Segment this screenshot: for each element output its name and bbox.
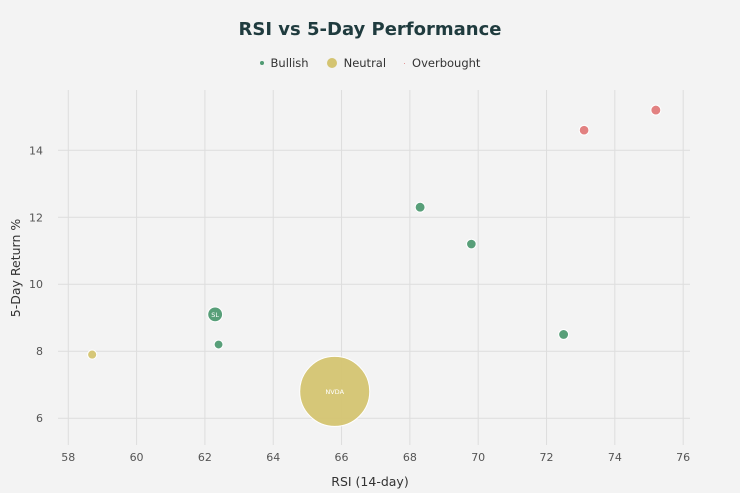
y-tick-label: 14 [29,144,43,157]
x-tick-label: 64 [266,451,280,464]
data-point-bullish[interactable] [466,238,477,250]
legend-swatch-bullish [259,61,264,65]
y-tick-label: 12 [29,211,43,224]
x-tick-label: 66 [335,451,349,464]
x-tick-label: 76 [676,451,690,464]
y-axis-label: 5-Day Return % [8,219,23,318]
legend-item-neutral[interactable]: Neutral [326,56,387,70]
legend: Bullish Neutral Overbought [0,56,740,70]
chart-title: RSI vs 5-Day Performance [238,19,502,40]
legend-item-overbought[interactable]: Overbought [404,56,480,70]
y-tick-label: 10 [29,278,43,291]
y-tick-label: 8 [36,345,43,358]
legend-label-bullish: Bullish [270,56,309,70]
data-point-bullish[interactable] [558,329,570,340]
x-tick-label: 58 [61,451,75,464]
grid [58,90,690,445]
x-tick-label: 72 [540,451,554,464]
x-tick-label: 70 [471,451,485,464]
x-axis-label: RSI (14-day) [331,474,408,489]
data-point-overbought[interactable] [578,124,590,136]
legend-swatch-neutral [326,58,337,68]
x-tick-label: 68 [403,451,417,464]
data-points: SL NVDA [87,104,662,427]
data-point-neutral[interactable] [87,349,98,360]
legend-item-bullish[interactable]: Bullish [259,56,309,70]
data-point-bullish[interactable] [414,201,426,213]
data-point-neutral[interactable] [299,355,371,427]
data-point-bullish[interactable] [207,306,224,323]
data-point-label: SL [211,311,219,319]
x-tick-label: 60 [130,451,144,464]
data-point-bullish[interactable] [213,339,224,350]
y-tick-label: 6 [36,412,43,425]
legend-label-overbought: Overbought [412,56,481,70]
x-tick-label: 74 [608,451,622,464]
x-tick-label: 62 [198,451,212,464]
data-point-label: NVDA [325,388,344,396]
legend-label-neutral: Neutral [343,56,387,70]
legend-swatch-overbought [404,62,406,64]
data-point-overbought[interactable] [650,104,662,116]
